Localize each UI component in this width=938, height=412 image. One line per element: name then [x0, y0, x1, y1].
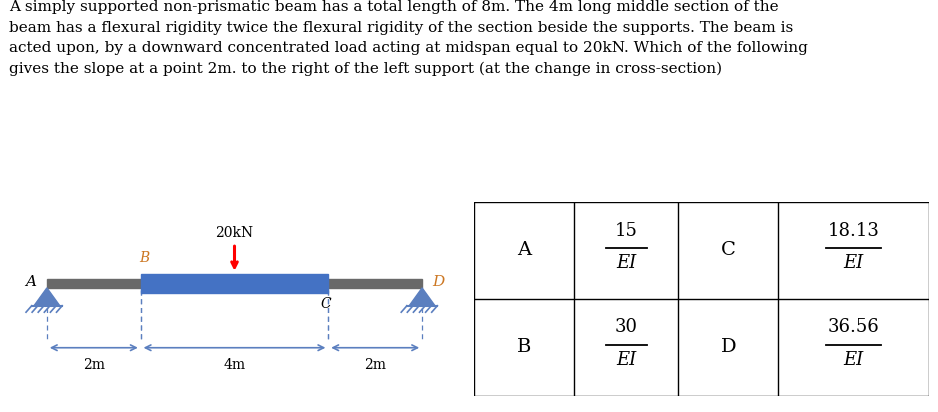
Text: EI: EI: [616, 351, 636, 369]
Text: 18.13: 18.13: [827, 222, 880, 240]
Polygon shape: [34, 288, 60, 306]
Text: D: D: [432, 275, 445, 289]
Text: 30: 30: [614, 318, 638, 337]
Text: EI: EI: [843, 351, 864, 369]
Text: D: D: [720, 338, 736, 356]
Bar: [47, 279, 422, 288]
Text: C: C: [721, 241, 736, 259]
Text: EI: EI: [616, 254, 636, 272]
Text: C: C: [321, 297, 331, 311]
Text: EI: EI: [843, 254, 864, 272]
Polygon shape: [409, 288, 435, 306]
Text: A simply supported non-prismatic beam has a total length of 8m. The 4m long midd: A simply supported non-prismatic beam ha…: [9, 0, 809, 76]
Text: 36.56: 36.56: [827, 318, 880, 337]
Bar: [141, 274, 328, 293]
Text: A: A: [25, 275, 36, 289]
Text: B: B: [140, 251, 149, 265]
Text: B: B: [517, 338, 531, 356]
Text: A: A: [517, 241, 531, 259]
Text: 2m: 2m: [83, 358, 105, 372]
Text: 20kN: 20kN: [216, 227, 253, 241]
Text: 4m: 4m: [223, 358, 246, 372]
Text: 2m: 2m: [364, 358, 386, 372]
Text: 15: 15: [614, 222, 638, 240]
